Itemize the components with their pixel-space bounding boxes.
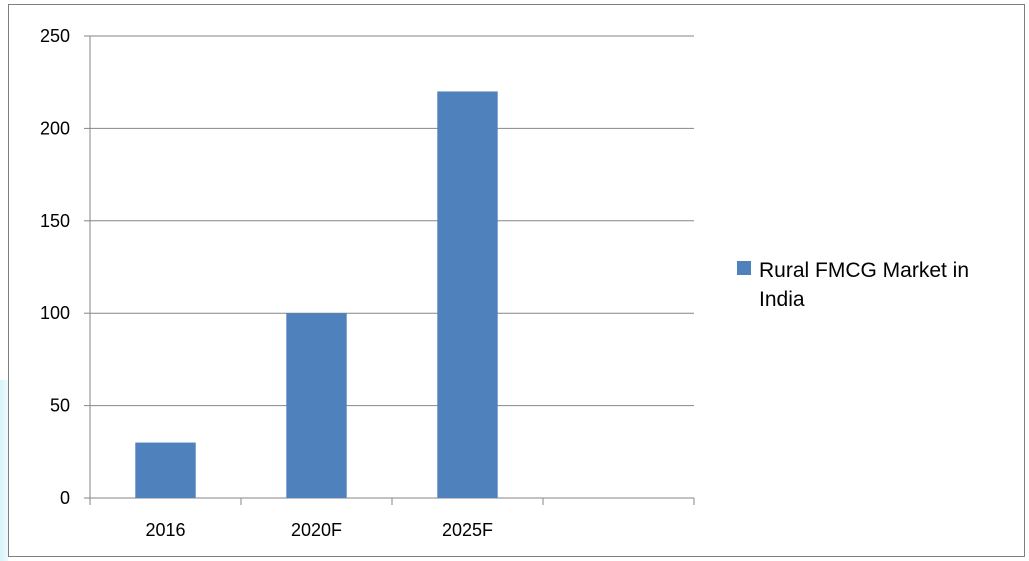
bar-2016 — [135, 442, 196, 498]
x-tick-label: 2016 — [145, 520, 185, 540]
tick-labels: 0 50 100 150 200 250 2016 2020F 2025F — [40, 26, 493, 540]
legend-label-line-1: Rural FMCG Market in — [759, 259, 969, 282]
x-tick-label: 2025F — [442, 520, 493, 540]
y-tick-label: 150 — [40, 211, 70, 231]
bars — [135, 91, 498, 498]
bar-2025F — [437, 91, 498, 498]
y-tick-label: 100 — [40, 303, 70, 323]
y-tick-label: 250 — [40, 26, 70, 46]
bar-2020F — [286, 313, 347, 498]
axes — [84, 35, 695, 505]
page-edge-accent — [0, 380, 8, 561]
gridlines — [90, 35, 694, 407]
x-tick-label: 2020F — [291, 520, 342, 540]
y-tick-label: 200 — [40, 118, 70, 138]
legend-label-line-2: India — [759, 288, 805, 311]
y-tick-label: 0 — [60, 488, 70, 508]
legend: Rural FMCG Market in India — [737, 259, 969, 311]
legend-swatch — [737, 261, 751, 275]
y-tick-label: 50 — [50, 396, 70, 416]
